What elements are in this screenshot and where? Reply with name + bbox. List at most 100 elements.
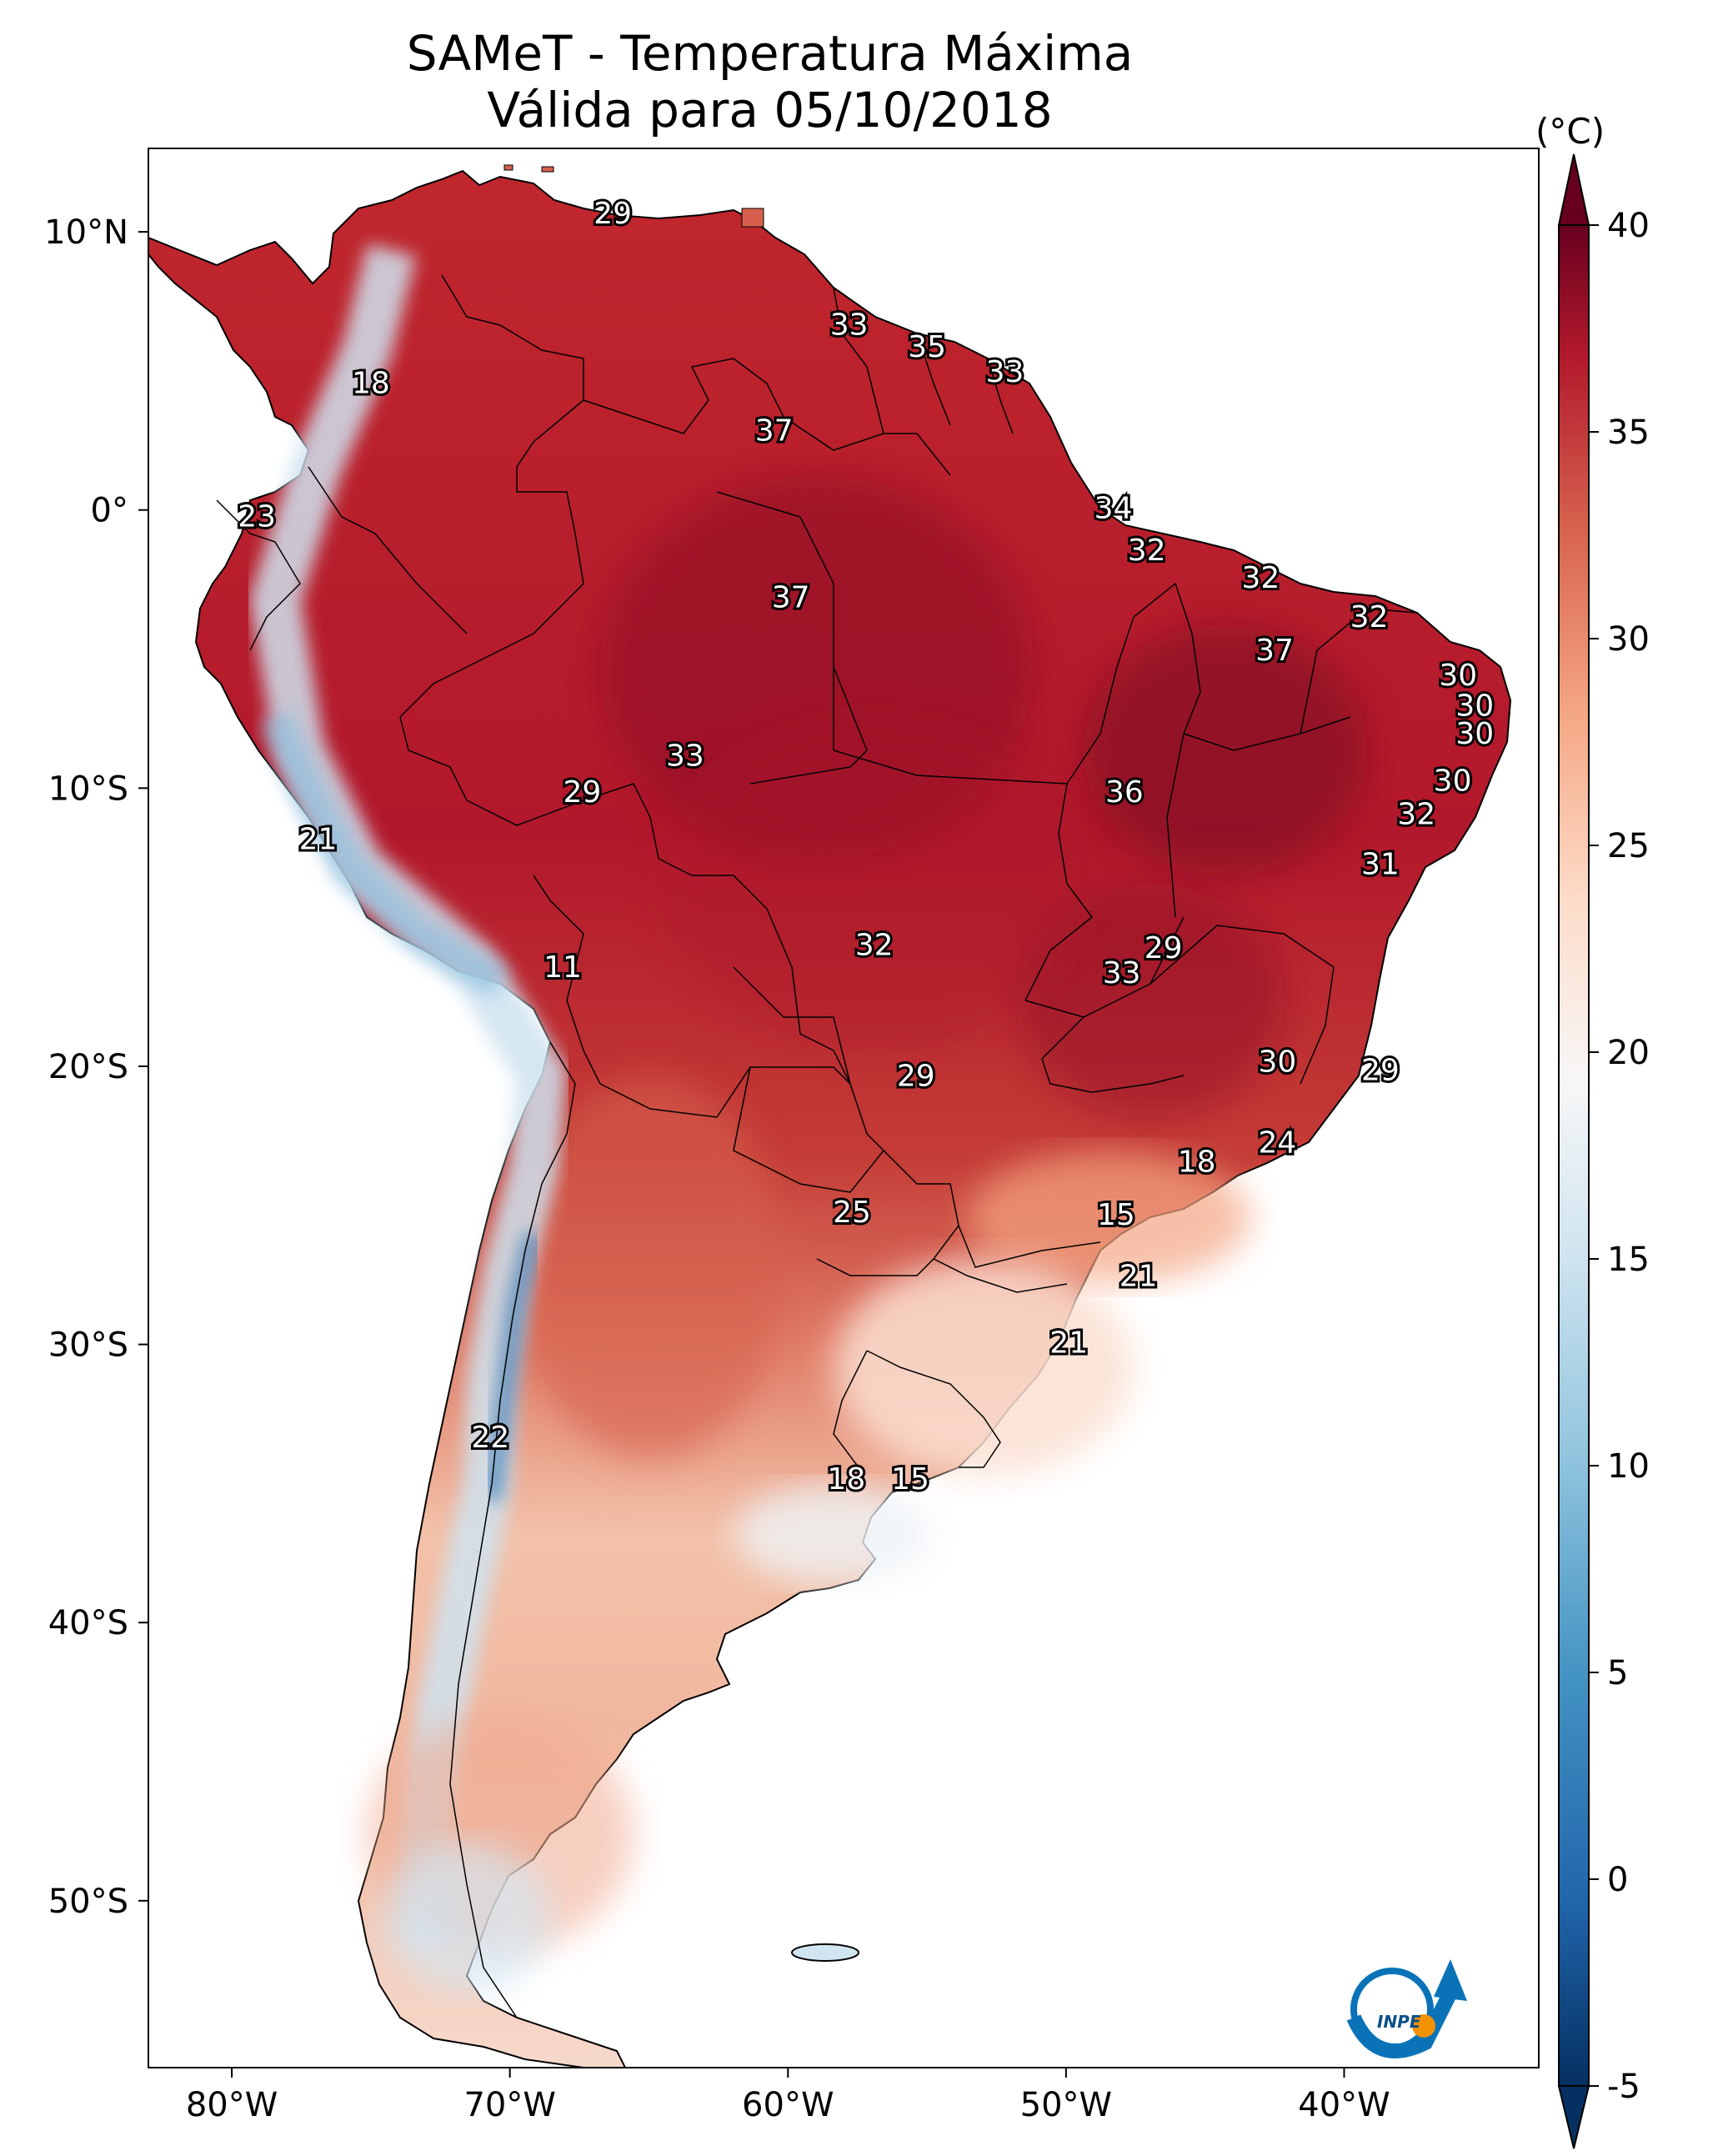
temperature-value-label: 30 [1455, 717, 1494, 751]
colorbar-tick-label: 20 [1607, 1034, 1650, 1072]
border-uruguay-brazil [866, 1350, 1001, 1468]
temperature-value-label: 29 [1144, 931, 1183, 965]
colorbar: (°C) 40 35 30 25 20 15 10 5 0 -5 [1535, 111, 1650, 2149]
colorbar-tick-label: 35 [1607, 414, 1650, 452]
inpe-logo: INPE [1346, 1959, 1467, 2058]
lon-tick-label: 40°W [1298, 2086, 1390, 2124]
temperature-value-label: 31 [1361, 848, 1400, 882]
island-aruba [503, 164, 513, 171]
cool-uruguay [834, 1259, 1134, 1476]
map-layers [148, 164, 1512, 2068]
country-borders [216, 274, 1418, 2018]
temperature-value-label: 30 [1434, 765, 1472, 799]
colorbar-tick-label: 5 [1607, 1654, 1628, 1692]
border-state-ms [733, 966, 851, 1085]
border-parana-sp [958, 1225, 1101, 1268]
border-ecuador-peru [216, 499, 301, 651]
temperature-value-label: 32 [1397, 798, 1435, 832]
lat-tick-label: 50°S [48, 1883, 128, 1921]
logo-swoosh [1346, 1988, 1458, 2058]
border-state-bahia-goias [1166, 733, 1185, 918]
temperature-value-label: 18 [1178, 1146, 1216, 1180]
lon-tick-label: 50°W [1020, 2086, 1112, 2124]
colorbar-max-extend [1557, 153, 1590, 226]
hot-core-northeast [1084, 625, 1367, 875]
border-state-para-mt [833, 616, 1134, 785]
border-venezuela-brazil [583, 358, 951, 476]
temperature-value-label: 15 [891, 1462, 929, 1497]
temperature-value-label: 36 [1105, 775, 1144, 810]
temperature-value-label: 33 [666, 740, 704, 774]
temperature-value-label: 37 [772, 580, 810, 614]
temperature-value-label: 32 [1241, 561, 1280, 595]
temperature-value-label: 29 [563, 775, 602, 810]
colorbar-tick-label: -5 [1607, 2068, 1640, 2106]
longitude-axis: 80°W 70°W 60°W 50°W 40°W [186, 2068, 1390, 2124]
border-state-maranhao-piaui [1133, 582, 1201, 735]
border-bolivia-paraguay [599, 1066, 851, 1118]
colorbar-tick-label: 25 [1607, 827, 1650, 865]
map-title: SAMeT - Temperatura Máxima [406, 25, 1134, 82]
map-frame [148, 148, 1540, 2068]
temperature-value-label: 35 [908, 330, 946, 364]
colorbar-unit: (°C) [1535, 111, 1605, 152]
lon-tick-label: 60°W [742, 2086, 834, 2124]
border-state-ceara [1300, 608, 1418, 735]
island-trinidad [741, 208, 764, 228]
logo-dot [1412, 2014, 1435, 2038]
temperature-value-label: 33 [986, 355, 1024, 389]
colorbar-tick-label: 15 [1607, 1241, 1650, 1279]
andes-coldest-core [483, 1231, 543, 1502]
colorbar-tick-label: 30 [1607, 620, 1650, 659]
colorbar-min-extend [1557, 2085, 1590, 2149]
border-bolivia-brazil [658, 858, 851, 1085]
andes-cold-strip [249, 243, 568, 1945]
temperature-value-label: 29 [594, 197, 632, 231]
temperature-value-label: 21 [1049, 1326, 1088, 1361]
temperature-value-label: 21 [1119, 1260, 1158, 1294]
temperature-value-label: 34 [1094, 492, 1133, 526]
warm-chaco [517, 1075, 784, 1459]
logo-text: INPE [1377, 2012, 1421, 2032]
border-parana-sc [933, 1258, 1068, 1293]
temperature-value-label: 32 [855, 928, 894, 962]
border-chile-bolivia [541, 1041, 576, 1185]
border-state-amazonas-mt [749, 666, 868, 785]
border-paraguay [733, 1066, 959, 1276]
temperature-value-label: 32 [1350, 600, 1389, 634]
border-colombia-venezuela [441, 274, 584, 468]
border-peru-bolivia [533, 875, 601, 1085]
colorbar-tick-label: 40 [1607, 207, 1650, 245]
temperature-value-label: 18 [827, 1462, 865, 1497]
temperature-value-label: 18 [352, 367, 390, 401]
mild-southeast [967, 1151, 1250, 1284]
falkland-islands [791, 1943, 859, 1962]
temperature-value-label: 29 [897, 1059, 935, 1093]
border-french-guiana [987, 358, 1014, 434]
caribbean-islands [503, 164, 764, 228]
temperature-value-label: 30 [1439, 659, 1477, 693]
border-state-tocantins-goias [1024, 783, 1094, 1001]
lat-tick-label: 20°S [48, 1048, 128, 1086]
temperature-value-label: 11 [543, 950, 582, 985]
border-state-mg-bahia [1150, 925, 1335, 985]
temperature-value-label: 32 [1128, 534, 1166, 568]
lon-tick-label: 70°W [463, 2086, 555, 2124]
lat-tick-label: 30°S [48, 1326, 128, 1365]
lon-tick-label: 80°W [186, 2086, 278, 2124]
temperature-value-label: 23 [238, 500, 276, 534]
latitude-axis: 10°N 0° 10°S 20°S 30°S 40°S 50°S [44, 213, 148, 1921]
temperature-value-label: 30 [1259, 1045, 1297, 1080]
border-colombia-brazil [399, 467, 584, 718]
cool-buenos-aires [734, 1484, 934, 1584]
cool-southern-patagonia [383, 1843, 550, 1993]
temperature-value-label: 33 [1103, 956, 1141, 990]
border-uruguay-argentina [833, 1350, 868, 1468]
island-curacao [541, 166, 554, 173]
border-state-goias-mg [1024, 916, 1185, 1018]
temperature-value-label: 29 [1361, 1054, 1400, 1088]
temperature-value-label: 24 [1259, 1126, 1297, 1160]
